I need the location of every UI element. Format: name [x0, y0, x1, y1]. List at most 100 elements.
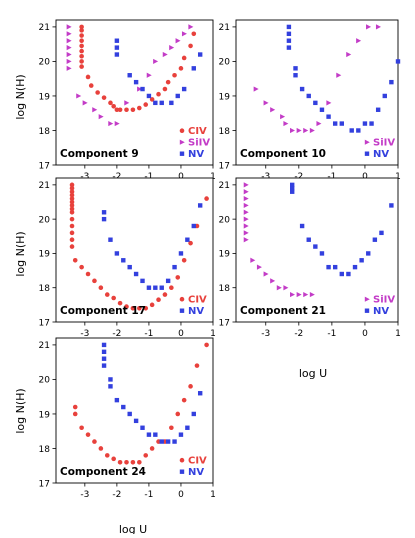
data-point-CIV — [92, 278, 97, 284]
x-tick-label: 0 — [178, 172, 184, 182]
data-point-SiIV — [309, 291, 315, 298]
legend-label-NV: NV — [188, 149, 204, 160]
data-point-SiIV — [124, 100, 130, 106]
data-point-CIV — [191, 31, 197, 37]
series-NV — [101, 342, 203, 444]
data-point-CIV — [204, 196, 209, 201]
data-point-CIV — [162, 86, 168, 92]
data-point-NV — [121, 258, 126, 263]
y-axis-label-row1: log N(H) — [14, 74, 27, 119]
x-tick-label: -3 — [261, 329, 270, 339]
data-point-SiIV — [243, 195, 249, 202]
plot-frame — [235, 177, 399, 323]
y-tick-label: 21 — [39, 181, 50, 191]
data-point-NV — [375, 107, 381, 112]
y-tick-label: 21 — [39, 341, 50, 351]
data-point-NV — [101, 349, 107, 355]
data-point-CIV — [204, 342, 209, 348]
data-point-CIV — [143, 305, 149, 311]
legend-marker-SiIV — [364, 296, 370, 302]
data-point-NV — [326, 264, 331, 270]
series-SiIV — [66, 24, 194, 127]
data-point-CIV — [72, 257, 78, 263]
data-point-NV — [313, 100, 318, 106]
data-point-CIV — [137, 105, 142, 111]
data-point-CIV — [79, 53, 84, 59]
data-point-NV — [290, 186, 295, 191]
data-point-CIV — [143, 453, 149, 458]
data-point-NV — [352, 264, 358, 270]
data-point-CIV — [181, 397, 187, 403]
data-point-NV — [339, 271, 344, 277]
data-point-SiIV — [290, 127, 296, 134]
data-point-NV — [379, 230, 384, 236]
data-point-NV — [114, 397, 120, 403]
y-tick-label: 19 — [39, 410, 51, 420]
data-point-NV — [197, 391, 203, 396]
data-point-SiIV — [326, 100, 332, 106]
data-point-SiIV — [296, 127, 302, 134]
data-point-CIV — [181, 257, 187, 263]
data-point-SiIV — [356, 38, 362, 44]
data-point-NV — [114, 38, 120, 43]
data-point-NV — [356, 128, 361, 133]
data-point-SiIV — [66, 58, 72, 65]
data-point-NV — [286, 38, 292, 43]
data-point-NV — [127, 73, 132, 78]
data-point-NV — [159, 285, 164, 290]
data-point-CIV — [104, 453, 110, 458]
x-tick-label: -2 — [112, 490, 121, 500]
y-tick-label: 20 — [39, 58, 51, 68]
data-point-CIV — [111, 104, 116, 109]
data-point-NV — [389, 203, 394, 208]
data-point-NV — [332, 121, 338, 126]
data-point-SiIV — [66, 45, 72, 51]
data-point-NV — [346, 271, 351, 277]
data-point-CIV — [156, 297, 161, 303]
data-point-NV — [165, 439, 171, 444]
data-point-CIV — [92, 439, 97, 444]
data-point-SiIV — [263, 100, 269, 106]
plot-frame — [55, 177, 214, 323]
data-point-CIV — [69, 237, 75, 243]
data-point-NV — [366, 251, 371, 256]
data-point-NV — [339, 121, 344, 126]
data-point-CIV — [98, 285, 104, 291]
legend-label-NV: NV — [188, 306, 204, 317]
legend-label-SiIV: SiIV — [188, 138, 210, 149]
data-point-CIV — [178, 66, 184, 71]
legend-marker-SiIV — [364, 139, 370, 145]
data-point-CIV — [130, 107, 136, 113]
data-point-SiIV — [76, 93, 82, 99]
data-point-CIV — [79, 425, 84, 431]
data-point-SiIV — [253, 86, 259, 92]
data-point-NV — [191, 223, 196, 229]
plot-frame — [235, 19, 399, 166]
data-point-NV — [127, 264, 132, 270]
x-tick-label: 0 — [362, 329, 368, 339]
data-point-CIV — [149, 302, 155, 308]
data-point-SiIV — [169, 45, 175, 51]
data-point-SiIV — [66, 51, 72, 58]
legend-label-SiIV: SiIV — [373, 138, 395, 149]
y-tick-label: 18 — [39, 445, 51, 455]
data-point-NV — [172, 264, 177, 270]
data-point-SiIV — [243, 182, 249, 188]
data-point-NV — [101, 216, 107, 222]
data-point-NV — [146, 432, 152, 437]
x-tick-label: -1 — [327, 329, 336, 339]
data-point-SiIV — [263, 271, 269, 277]
data-point-CIV — [85, 271, 91, 277]
data-point-CIV — [72, 404, 78, 410]
y-tick-label: 17 — [219, 318, 230, 328]
panel-title: Component 9 — [60, 148, 139, 160]
data-point-NV — [319, 251, 325, 256]
x-tick-label: 1 — [395, 172, 401, 182]
